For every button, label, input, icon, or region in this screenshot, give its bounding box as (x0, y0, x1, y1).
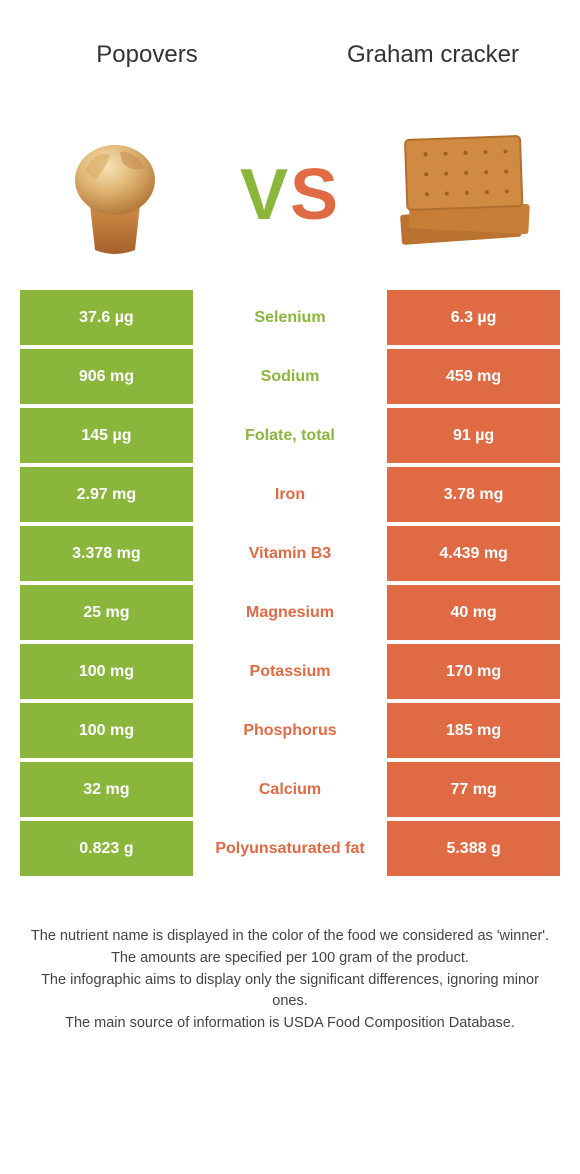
left-value: 0.823 g (20, 821, 193, 876)
right-value: 91 µg (387, 408, 560, 463)
cracker-image (380, 120, 550, 270)
left-value: 145 µg (20, 408, 193, 463)
right-value: 185 mg (387, 703, 560, 758)
nutrient-name: Potassium (193, 644, 387, 699)
right-value: 5.388 g (387, 821, 560, 876)
right-value: 459 mg (387, 349, 560, 404)
table-row: 0.823 gPolyunsaturated fat5.388 g (20, 821, 560, 876)
table-row: 32 mgCalcium77 mg (20, 762, 560, 817)
footnotes: The nutrient name is displayed in the co… (20, 926, 560, 1035)
right-value: 6.3 µg (387, 290, 560, 345)
table-row: 25 mgMagnesium40 mg (20, 585, 560, 640)
nutrient-name: Phosphorus (193, 703, 387, 758)
vs-s: S (290, 155, 340, 235)
popover-image (30, 120, 200, 270)
nutrient-name: Polyunsaturated fat (193, 821, 387, 876)
right-value: 40 mg (387, 585, 560, 640)
table-row: 100 mgPhosphorus185 mg (20, 703, 560, 758)
nutrient-name: Folate, total (193, 408, 387, 463)
nutrient-name: Magnesium (193, 585, 387, 640)
right-food-title: Graham cracker (316, 41, 550, 70)
right-value: 3.78 mg (387, 467, 560, 522)
left-value: 3.378 mg (20, 526, 193, 581)
nutrient-name: Selenium (193, 290, 387, 345)
right-value: 170 mg (387, 644, 560, 699)
table-row: 37.6 µgSelenium6.3 µg (20, 290, 560, 345)
right-value: 77 mg (387, 762, 560, 817)
footnote-line: The nutrient name is displayed in the co… (24, 926, 556, 948)
left-value: 32 mg (20, 762, 193, 817)
nutrient-name: Sodium (193, 349, 387, 404)
left-value: 37.6 µg (20, 290, 193, 345)
nutrient-name: Calcium (193, 762, 387, 817)
left-value: 906 mg (20, 349, 193, 404)
header: Popovers Graham cracker (20, 0, 560, 110)
left-value: 100 mg (20, 644, 193, 699)
left-food-title: Popovers (30, 41, 264, 70)
nutrient-name: Iron (193, 467, 387, 522)
table-row: 2.97 mgIron3.78 mg (20, 467, 560, 522)
vs-label: VS (240, 154, 340, 236)
footnote-line: The infographic aims to display only the… (24, 970, 556, 1014)
left-value: 25 mg (20, 585, 193, 640)
table-row: 145 µgFolate, total91 µg (20, 408, 560, 463)
left-value: 100 mg (20, 703, 193, 758)
footnote-line: The main source of information is USDA F… (24, 1013, 556, 1035)
table-row: 100 mgPotassium170 mg (20, 644, 560, 699)
table-row: 3.378 mgVitamin B34.439 mg (20, 526, 560, 581)
left-value: 2.97 mg (20, 467, 193, 522)
nutrient-name: Vitamin B3 (193, 526, 387, 581)
images-row: VS (20, 110, 560, 280)
comparison-table: 37.6 µgSelenium6.3 µg906 mgSodium459 mg1… (20, 290, 560, 876)
vs-v: V (240, 155, 290, 235)
table-row: 906 mgSodium459 mg (20, 349, 560, 404)
right-value: 4.439 mg (387, 526, 560, 581)
footnote-line: The amounts are specified per 100 gram o… (24, 948, 556, 970)
